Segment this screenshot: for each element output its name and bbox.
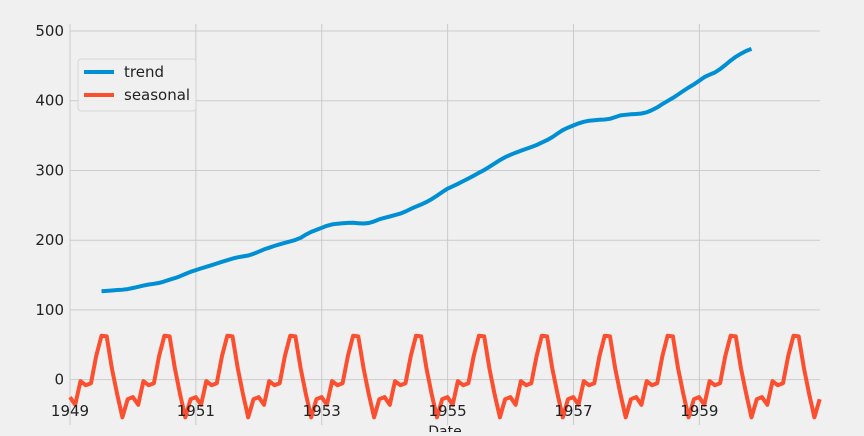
x-tick-label: 1959: [680, 402, 718, 420]
y-tick-label: 500: [35, 22, 64, 40]
x-tick-label: 1951: [177, 402, 215, 420]
legend-label-trend: trend: [124, 63, 164, 81]
x-tick-label: 1953: [303, 402, 341, 420]
y-tick-label: 300: [35, 161, 64, 179]
x-tick-label: 1957: [554, 402, 592, 420]
y-tick-label: 0: [54, 371, 64, 389]
x-tick-label: 1955: [429, 402, 467, 420]
y-tick-label: 200: [35, 231, 64, 249]
legend-label-seasonal: seasonal: [124, 86, 190, 104]
y-axis-ticks: 0 100 200 300 400 500: [35, 22, 64, 389]
series-line-seasonal: [68, 333, 822, 420]
y-tick-label: 100: [35, 301, 64, 319]
series-line-trend: [101, 46, 753, 294]
y-tick-label: 400: [35, 92, 64, 110]
x-tick-label: 1949: [51, 402, 89, 420]
legend: trend seasonal: [77, 58, 197, 112]
x-axis-label: Date: [428, 424, 461, 432]
x-axis-ticks: 1949 1951 1953 1955 1957 1959: [51, 402, 719, 420]
series-group: [68, 46, 822, 420]
